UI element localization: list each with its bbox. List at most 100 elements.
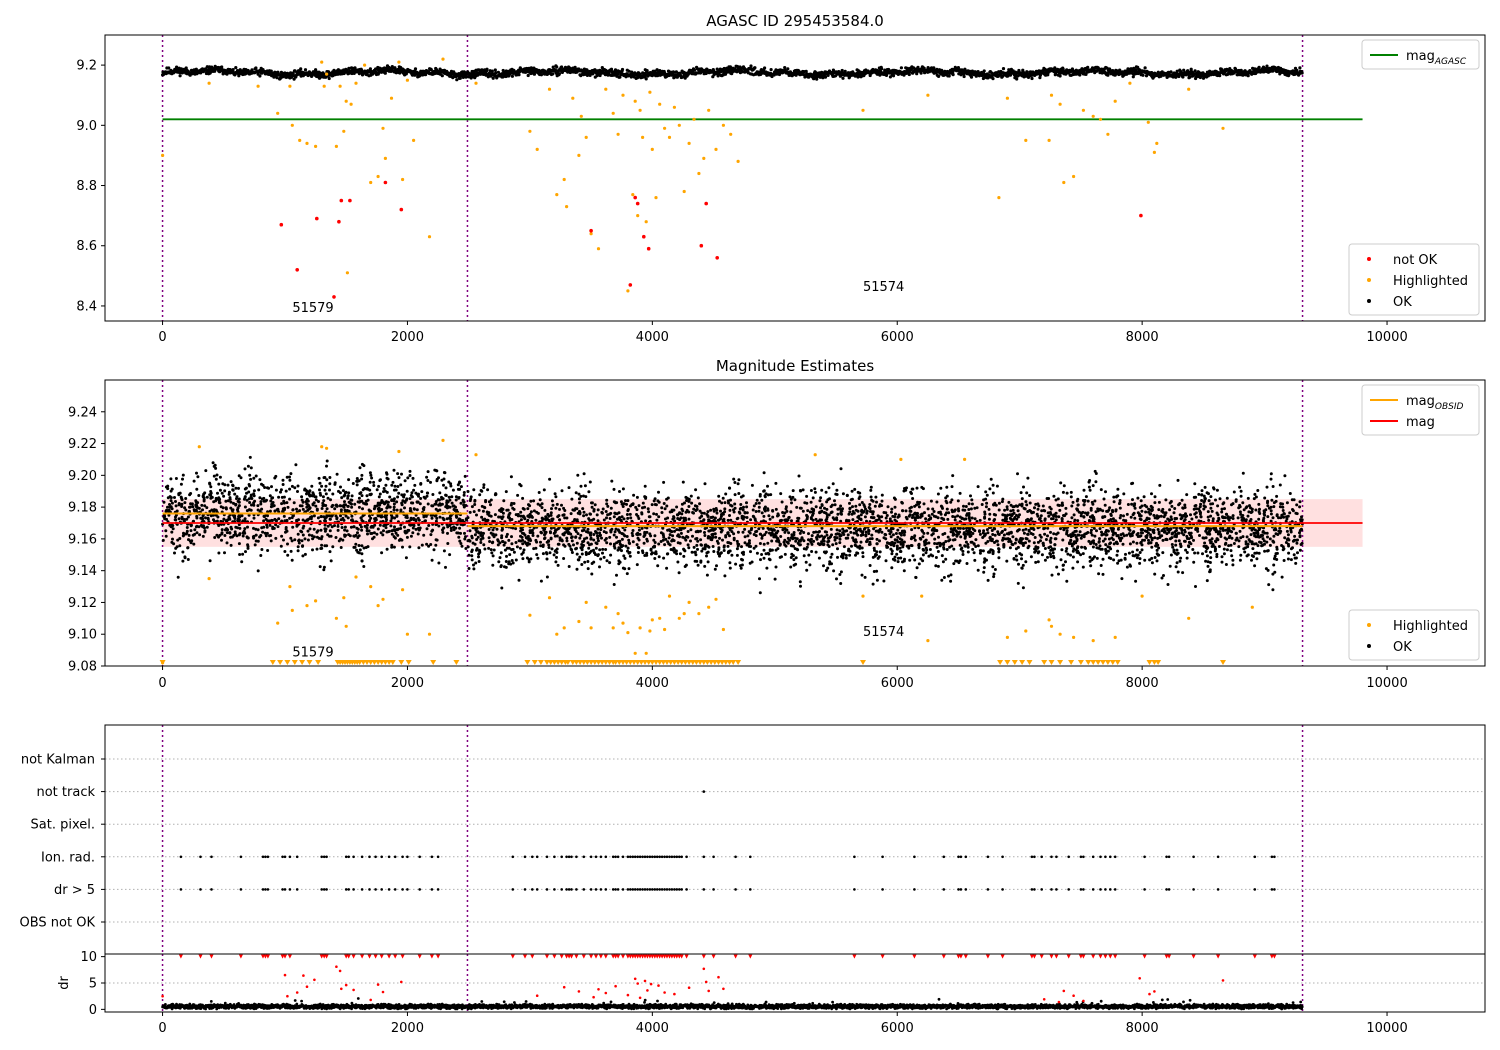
- ok-point: [295, 507, 298, 511]
- ok-point: [438, 491, 442, 495]
- ok-point: [375, 488, 379, 492]
- ok-point: [997, 550, 1001, 554]
- ok-point: [1220, 555, 1224, 559]
- highlighted-point: [320, 60, 324, 64]
- highlighted-point: [1072, 174, 1076, 179]
- ok-point: [413, 67, 418, 71]
- ok-point: [425, 527, 429, 531]
- ok-point: [325, 464, 328, 468]
- ok-point: [324, 484, 328, 488]
- highlighted-point: [1106, 132, 1110, 136]
- highlighted-point: [641, 135, 645, 139]
- ok-point: [1286, 557, 1290, 561]
- ok-point: [555, 502, 559, 506]
- ok-point: [1288, 492, 1292, 495]
- ok-point: [551, 72, 555, 76]
- highlighted-point: [565, 205, 569, 209]
- highlighted-point: [997, 196, 1001, 200]
- ok-point: [1295, 541, 1299, 545]
- ok-point: [683, 501, 686, 505]
- highlighted-point: [314, 144, 318, 148]
- ok-point: [289, 536, 293, 540]
- ok-point: [933, 537, 937, 541]
- ok-point: [322, 565, 326, 569]
- ok-point: [996, 543, 1000, 547]
- ok-point: [1187, 545, 1191, 549]
- ok-point: [941, 560, 945, 564]
- ok-point: [913, 558, 917, 562]
- ok-point: [1054, 498, 1058, 502]
- x-tick-label: 6000: [881, 330, 914, 345]
- ok-point: [173, 551, 176, 555]
- ok-point: [1194, 515, 1198, 519]
- ok-point: [365, 494, 369, 498]
- ok-point: [978, 530, 981, 533]
- ok-point: [516, 493, 520, 497]
- ok-point: [592, 538, 596, 542]
- ok-point: [545, 575, 549, 579]
- ok-point: [790, 519, 793, 523]
- ok-point: [1153, 501, 1157, 505]
- ok-point: [1202, 504, 1206, 508]
- highlighted-point: [1062, 180, 1066, 185]
- ok-point: [1019, 491, 1023, 495]
- ok-point: [1281, 505, 1285, 509]
- ok-point: [1196, 551, 1200, 555]
- ok-point: [789, 556, 793, 559]
- y-tick-label: 8.8: [76, 179, 97, 194]
- ok-point: [635, 513, 638, 516]
- ok-point: [448, 498, 452, 502]
- ok-point: [804, 560, 808, 564]
- ok-point: [944, 557, 948, 561]
- ok-point: [946, 535, 950, 539]
- ok-point: [896, 528, 900, 532]
- ok-point: [637, 528, 641, 532]
- ok-point: [258, 74, 262, 78]
- ok-point: [608, 535, 612, 539]
- ok-point: [735, 547, 739, 551]
- ok-point: [655, 518, 659, 522]
- ok-point: [604, 548, 608, 551]
- ok-point: [936, 492, 940, 496]
- ok-point: [567, 565, 571, 568]
- ok-point: [599, 528, 603, 532]
- ok-point: [260, 482, 263, 486]
- ok-point: [1016, 545, 1020, 549]
- ok-point: [599, 557, 603, 561]
- ok-point: [767, 514, 771, 518]
- ok-point: [1269, 477, 1273, 481]
- ok-point: [289, 549, 293, 553]
- ok-point: [718, 536, 721, 540]
- ok-point: [449, 529, 453, 532]
- ok-point: [836, 555, 839, 559]
- ok-point: [656, 499, 660, 503]
- ok-point: [1280, 575, 1284, 579]
- ok-point: [849, 530, 853, 534]
- ok-point: [991, 491, 995, 495]
- ok-point: [762, 514, 766, 518]
- ok-point: [726, 531, 730, 535]
- ok-point: [926, 531, 930, 535]
- ok-point: [1227, 536, 1231, 540]
- ok-point: [296, 532, 300, 536]
- ok-point: [328, 488, 331, 492]
- ok-point: [882, 511, 886, 514]
- ok-point: [692, 68, 697, 72]
- ok-point: [1140, 509, 1144, 513]
- ok-point: [783, 552, 787, 556]
- ok-point: [429, 480, 432, 484]
- ok-point: [356, 531, 359, 535]
- ok-point: [208, 509, 212, 513]
- ok-point: [592, 533, 596, 536]
- ok-point: [314, 68, 318, 72]
- ok-point: [1230, 554, 1234, 558]
- ok-point: [507, 538, 511, 542]
- ok-point: [1174, 539, 1178, 543]
- legend-label: not OK: [1393, 253, 1438, 268]
- highlighted-point: [626, 289, 630, 293]
- ok-point: [1069, 553, 1072, 557]
- ok-point: [1121, 542, 1125, 546]
- ok-point: [935, 545, 939, 549]
- ok-point: [690, 550, 694, 554]
- ok-point: [1016, 581, 1020, 585]
